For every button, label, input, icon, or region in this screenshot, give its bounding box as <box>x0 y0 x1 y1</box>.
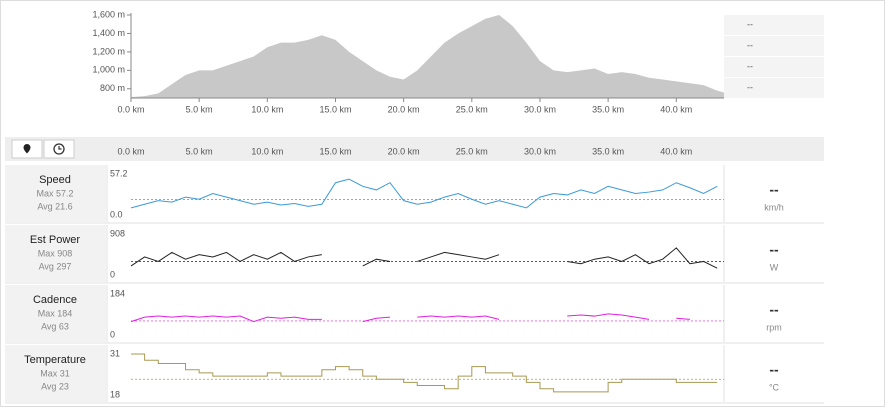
x-tick-label: 15.0 km <box>319 104 351 114</box>
readout: -- <box>769 302 779 318</box>
row-title: Speed <box>39 174 71 186</box>
y-tick-label: 184 <box>110 288 125 298</box>
readout: -- <box>769 362 779 378</box>
row-avg: Avg 63 <box>41 321 69 331</box>
row-avg: Avg 21.6 <box>37 201 72 211</box>
y-tick-label: 908 <box>110 228 125 238</box>
row-avg: Avg 297 <box>39 261 72 271</box>
row-max: Max 184 <box>38 308 73 318</box>
label-panel <box>5 225 106 282</box>
data-line <box>130 247 718 269</box>
y-tick-label: 1,000 m <box>92 65 125 75</box>
x-tick-label: 35.0 km <box>592 146 624 156</box>
readout: -- <box>769 182 779 198</box>
data-line <box>131 314 717 322</box>
unit: °C <box>769 382 780 392</box>
x-tick-label: 20.0 km <box>388 146 420 156</box>
clock-hands <box>58 146 62 150</box>
readout-box <box>724 78 824 98</box>
row-title: Est Power <box>30 234 80 246</box>
data-line <box>131 353 718 393</box>
row-max: Max 31 <box>40 368 70 378</box>
x-tick-label: 40.0 km <box>660 146 692 156</box>
row-max: Max 57.2 <box>36 188 73 198</box>
y-tick-label: 31 <box>110 348 120 358</box>
data-line <box>130 178 718 209</box>
label-panel <box>5 165 106 222</box>
readout: -- <box>747 19 753 29</box>
y-tick-label: 0.0 <box>110 209 123 219</box>
y-tick-label: 800 m <box>100 83 125 93</box>
clock-icon <box>53 143 65 155</box>
y-tick-label: 1,600 m <box>92 9 125 19</box>
x-tick-label: 35.0 km <box>592 104 624 114</box>
label-panel <box>5 345 106 402</box>
x-tick-label: 10.0 km <box>251 146 283 156</box>
y-tick-label: 0 <box>110 329 115 339</box>
y-tick-label: 1,400 m <box>92 28 125 38</box>
pin-icon <box>23 144 31 154</box>
row-max: Max 908 <box>38 248 73 258</box>
x-tick-label: 0.0 km <box>117 146 144 156</box>
row-avg: Avg 23 <box>41 381 69 391</box>
axis-strip <box>5 137 824 161</box>
readout: -- <box>747 61 753 71</box>
unit: rpm <box>766 322 782 332</box>
elevation-area <box>131 15 724 98</box>
y-tick-label: 18 <box>110 389 120 399</box>
x-tick-label: 25.0 km <box>456 104 488 114</box>
x-tick-label: 5.0 km <box>186 104 213 114</box>
readout: -- <box>747 82 753 92</box>
unit: W <box>770 262 779 272</box>
y-tick-label: 0 <box>110 269 115 279</box>
readout: -- <box>747 40 753 50</box>
x-tick-label: 20.0 km <box>388 104 420 114</box>
x-tick-label: 0.0 km <box>117 104 144 114</box>
unit: km/h <box>764 202 784 212</box>
label-panel <box>5 285 106 342</box>
readout-box <box>724 57 824 77</box>
readout-box <box>724 15 824 35</box>
x-tick-label: 10.0 km <box>251 104 283 114</box>
row-title: Cadence <box>33 294 77 306</box>
x-tick-label: 25.0 km <box>456 146 488 156</box>
readout-box <box>724 36 824 56</box>
x-tick-label: 5.0 km <box>186 146 213 156</box>
x-tick-label: 30.0 km <box>524 104 556 114</box>
x-tick-label: 40.0 km <box>660 104 692 114</box>
y-tick-label: 1,200 m <box>92 46 125 56</box>
y-tick-label: 57.2 <box>110 168 128 178</box>
x-tick-label: 30.0 km <box>524 146 556 156</box>
readout: -- <box>769 242 779 258</box>
x-tick-label: 15.0 km <box>319 146 351 156</box>
row-title: Temperature <box>24 354 86 366</box>
